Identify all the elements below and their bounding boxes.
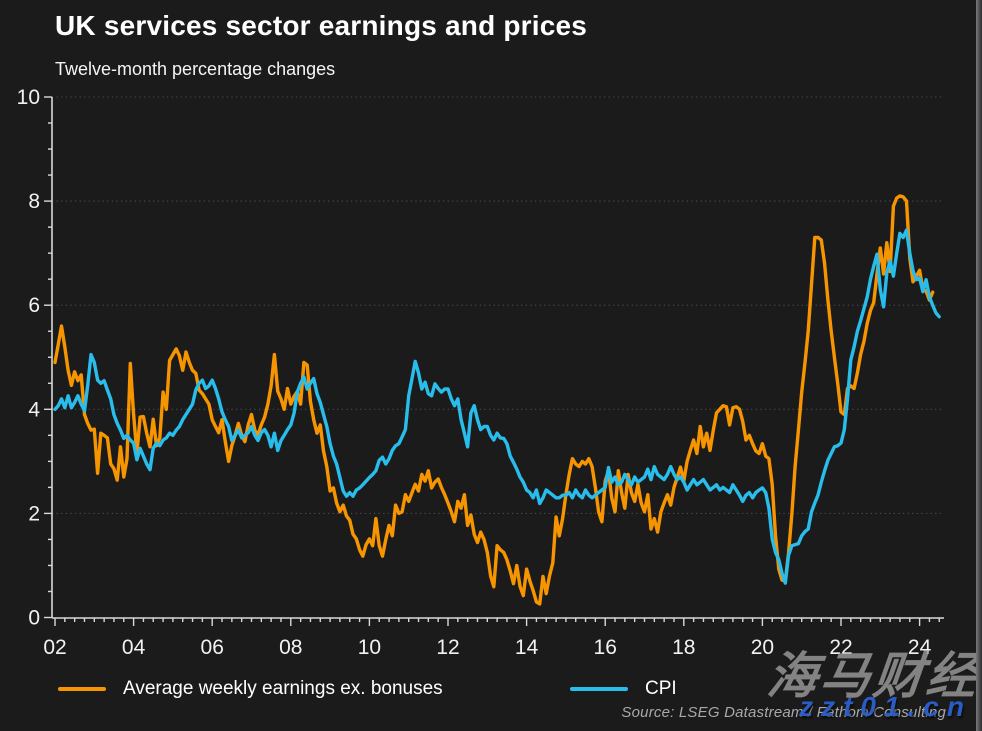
x-tick-label-02: 02: [43, 636, 66, 659]
y-tick-label-4: 4: [28, 398, 40, 421]
earnings-series-line: [53, 194, 935, 606]
cpi-series-line: [53, 228, 941, 585]
legend-item-earnings: Average weekly earnings ex. bonuses: [58, 678, 443, 700]
window-right-edge: [976, 0, 982, 731]
source-attribution: Source: LSEG Datastream / Fathom Consult…: [621, 704, 946, 721]
x-tick-label-22: 22: [829, 636, 852, 659]
legend-item-cpi: CPI: [570, 678, 677, 700]
cpi-line-swatch: [570, 687, 628, 691]
y-tick-label-2: 2: [28, 502, 40, 525]
legend-label-cpi: CPI: [645, 678, 677, 699]
y-tick-label-6: 6: [28, 294, 40, 317]
y-tick-label-8: 8: [28, 190, 40, 213]
legend-label-earnings: Average weekly earnings ex. bonuses: [123, 678, 443, 699]
x-tick-label-08: 08: [279, 636, 302, 659]
x-tick-label-06: 06: [201, 636, 224, 659]
y-tick-label-0: 0: [28, 607, 40, 630]
x-tick-label-12: 12: [436, 636, 459, 659]
x-tick-label-20: 20: [751, 636, 774, 659]
x-tick-label-16: 16: [594, 636, 617, 659]
chart-title: UK services sector earnings and prices: [55, 10, 588, 41]
x-tick-label-14: 14: [515, 636, 539, 659]
x-tick-label-18: 18: [672, 636, 695, 659]
earnings-line-swatch: [58, 687, 106, 691]
x-tick-label-04: 04: [122, 636, 146, 659]
watermark-url: zzt01.cn: [799, 691, 972, 722]
x-tick-label-24: 24: [908, 636, 932, 659]
y-tick-label-10: 10: [17, 86, 40, 109]
x-tick-label-10: 10: [358, 636, 381, 659]
chart-subtitle: Twelve-month percentage changes: [55, 59, 336, 79]
